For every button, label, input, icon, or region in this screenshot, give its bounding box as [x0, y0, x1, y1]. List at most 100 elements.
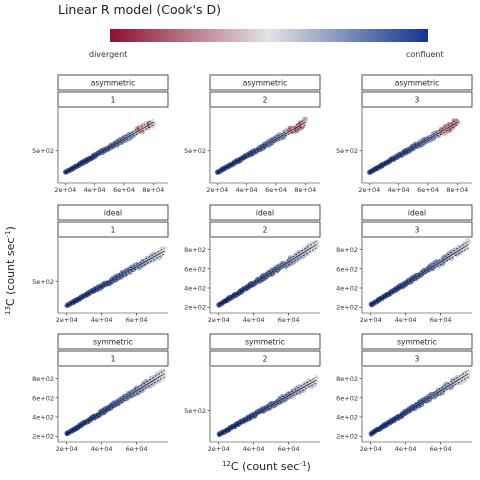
- strip-col-box: [209, 91, 321, 108]
- strip-col-box: [57, 91, 169, 108]
- x-tick-label: 2e+04: [208, 316, 230, 324]
- y-tick-label: 6e+02: [32, 394, 54, 402]
- x-tick-label: 2e+04: [208, 445, 230, 453]
- data-point: [162, 245, 168, 251]
- y-tick-label: 5e+02: [32, 147, 54, 155]
- x-tick-label: 2e+04: [358, 186, 380, 194]
- x-tick-label: 4e+04: [236, 186, 258, 194]
- strip-col-label: 3: [415, 226, 420, 235]
- strip-row-box: [209, 74, 321, 91]
- regression-line: [369, 122, 458, 173]
- confidence-band-line: [370, 247, 469, 307]
- strip-row-label: ideal: [104, 209, 122, 218]
- x-tick-label: 4e+04: [395, 445, 417, 453]
- y-tick-label: 8e+02: [336, 246, 358, 254]
- regression-line: [66, 250, 165, 306]
- strip-col-box: [361, 221, 473, 238]
- strip-row-box: [209, 333, 321, 350]
- confidence-band-line: [217, 119, 306, 173]
- strip-row-label: asymmetric: [243, 79, 287, 88]
- y-tick-label: 2e+02: [336, 304, 358, 312]
- confidence-band-line: [218, 247, 317, 307]
- strip-row-box: [361, 204, 473, 221]
- data-point: [314, 243, 320, 249]
- strip-col-label: 1: [111, 355, 116, 364]
- x-tick-label: 8e+04: [446, 186, 468, 194]
- strip-row-box: [57, 333, 169, 350]
- confidence-band-line: [217, 124, 306, 174]
- strip-col-box: [361, 350, 473, 367]
- strip-row-label: symmetric: [397, 338, 437, 347]
- regression-line: [65, 122, 154, 173]
- x-tick-label: 6e+04: [278, 445, 300, 453]
- confidence-band-line: [218, 382, 317, 436]
- confidence-band-line: [370, 241, 469, 305]
- y-tick-label: 5e+02: [336, 147, 358, 155]
- strip-row-label: symmetric: [93, 338, 133, 347]
- confidence-band-line: [370, 376, 469, 436]
- facet-panel-asymmetric-2: asymmetric 2 5e+02 2e+04 4e+04 6e+04 8e+04: [184, 74, 321, 194]
- y-tick-label: 2e+02: [32, 433, 54, 441]
- strip-col-label: 1: [111, 226, 116, 235]
- x-tick-label: 4e+04: [91, 445, 113, 453]
- data-point: [151, 120, 157, 126]
- confidence-band-line: [370, 370, 469, 434]
- strip-row-label: asymmetric: [395, 79, 439, 88]
- strip-col-box: [361, 91, 473, 108]
- strip-row-label: asymmetric: [91, 79, 135, 88]
- x-tick-label: 4e+04: [388, 186, 410, 194]
- strip-col-box: [57, 221, 169, 238]
- confidence-band-line: [66, 247, 165, 306]
- legend-colorbar: [110, 29, 428, 42]
- legend-high-label: confluent: [406, 50, 444, 59]
- x-tick-label: 6e+04: [278, 316, 300, 324]
- x-tick-label: 2e+04: [54, 186, 76, 194]
- y-tick-label: 6e+02: [336, 265, 358, 273]
- y-tick-label: 4e+02: [184, 285, 206, 293]
- facet-panel-asymmetric-1: asymmetric 1 5e+02 2e+04 4e+04 6e+04 8e+04: [32, 74, 169, 194]
- y-tick-label: 4e+02: [32, 414, 54, 422]
- x-tick-label: 6e+04: [430, 316, 452, 324]
- regression-line: [370, 373, 469, 435]
- strip-col-box: [209, 350, 321, 367]
- strip-row-box: [57, 74, 169, 91]
- strip-row-box: [361, 74, 473, 91]
- legend-low-label: divergent: [89, 50, 127, 59]
- regression-line: [217, 122, 306, 173]
- x-tick-label: 6e+04: [126, 445, 148, 453]
- y-tick-label: 5e+02: [184, 407, 206, 415]
- x-tick-label: 4e+04: [84, 186, 106, 194]
- x-tick-label: 4e+04: [395, 316, 417, 324]
- confidence-band-line: [65, 124, 154, 174]
- facet-panel-symmetric-2: symmetric 2 5e+02 2e+04 4e+04 6e+04: [184, 333, 321, 453]
- regression-line: [370, 244, 469, 306]
- x-tick-label: 2e+04: [360, 316, 382, 324]
- strip-row-box: [57, 204, 169, 221]
- strip-col-label: 2: [263, 355, 268, 364]
- y-tick-label: 4e+02: [336, 414, 358, 422]
- strip-row-label: ideal: [408, 209, 426, 218]
- facet-panel-ideal-2: ideal 2 2e+02 4e+02 6e+02 8e+02 2e+04 4e+04 6e+0…: [184, 204, 321, 324]
- strip-col-box: [57, 350, 169, 367]
- facet-panel-asymmetric-3: asymmetric 3 5e+02 2e+04 4e+04 6e+04 8e+04: [336, 74, 473, 194]
- x-tick-label: 6e+04: [126, 316, 148, 324]
- y-tick-label: 8e+02: [184, 246, 206, 254]
- regression-line: [218, 379, 317, 435]
- color-legend: Linear R model (Cook's D) divergent conf…: [58, 2, 444, 59]
- strip-col-label: 2: [263, 96, 268, 105]
- x-axis-title: 12C (count sec-1): [222, 460, 311, 473]
- facet-panels: asymmetric 1 5e+02 2e+04 4e+04 6e+04 8e+04 asym…: [32, 74, 473, 453]
- x-tick-label: 6e+04: [430, 445, 452, 453]
- strip-col-label: 1: [111, 96, 116, 105]
- y-axis-title: 13C (count sec-1): [4, 226, 17, 315]
- x-tick-label: 2e+04: [206, 186, 228, 194]
- confidence-band-line: [369, 124, 458, 174]
- strip-col-label: 3: [415, 96, 420, 105]
- x-tick-label: 6e+04: [113, 186, 135, 194]
- data-points: [216, 239, 320, 308]
- y-tick-label: 8e+02: [336, 375, 358, 383]
- strip-row-box: [361, 333, 473, 350]
- x-tick-label: 4e+04: [91, 316, 113, 324]
- x-tick-label: 2e+04: [360, 445, 382, 453]
- strip-row-label: symmetric: [245, 338, 285, 347]
